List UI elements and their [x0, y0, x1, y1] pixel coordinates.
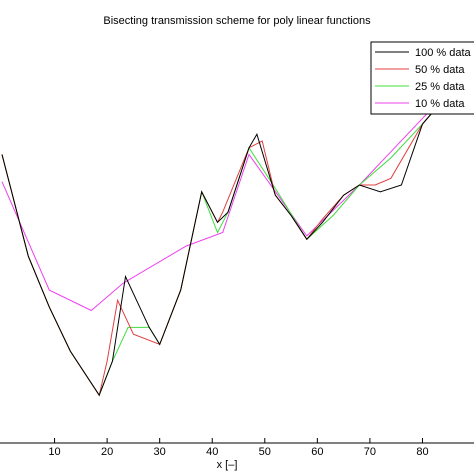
legend-box [370, 41, 474, 115]
x-tick-label: 20 [101, 446, 113, 458]
x-axis: 10 20 30 40 50 60 70 80 [48, 438, 429, 458]
legend-label: 50 % data [415, 64, 465, 76]
x-tick-label: 10 [48, 446, 60, 458]
x-tick-label: 40 [206, 446, 218, 458]
chart-title: Bisecting transmission scheme for poly l… [103, 15, 371, 27]
x-tick-label: 60 [311, 446, 323, 458]
legend: 100 % data 50 % data 25 % data 10 % data [370, 41, 474, 115]
series-layer [1, 63, 474, 397]
legend-label: 10 % data [415, 98, 465, 110]
legend-label: 25 % data [415, 81, 465, 93]
series-line [1, 63, 474, 312]
series-line [1, 63, 474, 397]
legend-label: 100 % data [415, 47, 472, 59]
x-tick-label: 30 [154, 446, 166, 458]
x-tick-label: 50 [259, 446, 271, 458]
x-axis-label: x [–] [217, 459, 238, 471]
x-tick-label: 70 [364, 446, 376, 458]
x-tick-label: 80 [416, 446, 428, 458]
